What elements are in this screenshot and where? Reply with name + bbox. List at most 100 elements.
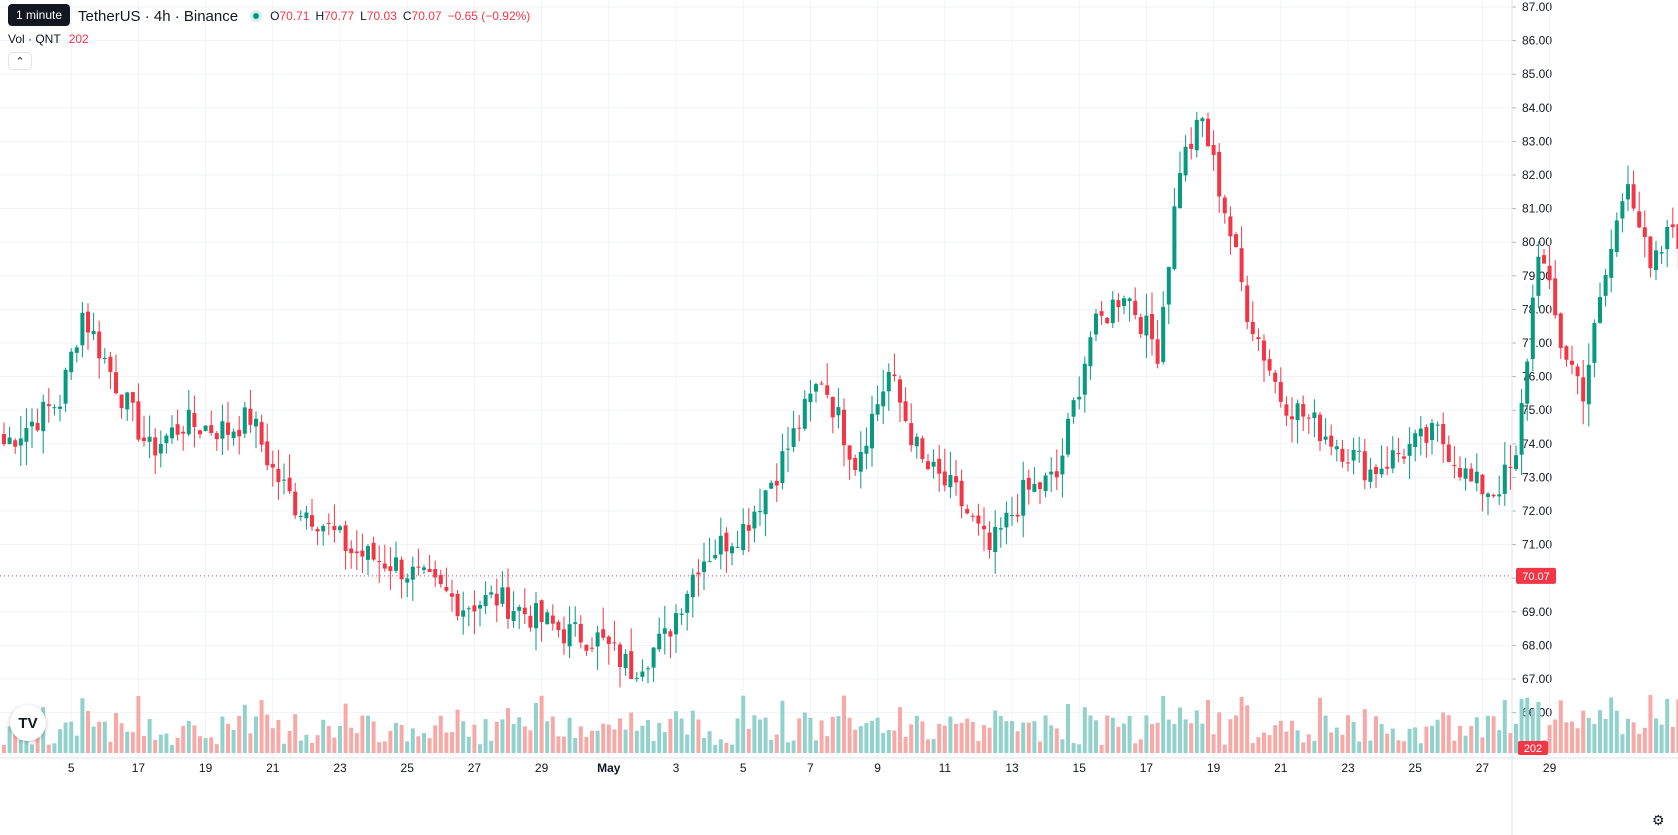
candle-body[interactable] [870,413,874,449]
candle-body[interactable] [1066,418,1070,455]
candle-body[interactable] [1558,313,1563,349]
candle-body[interactable] [976,515,981,524]
candle-body[interactable] [651,647,656,668]
candle-body[interactable] [1200,118,1205,122]
candle-body[interactable] [1301,404,1306,417]
candle-body[interactable] [153,437,158,456]
candle-body[interactable] [931,461,936,467]
candle-body[interactable] [1122,298,1126,307]
candle-body[interactable] [1514,455,1518,470]
candle-body[interactable] [461,610,466,617]
candle-body[interactable] [528,615,533,628]
candle-body[interactable] [679,613,684,615]
candle-body[interactable] [142,437,146,442]
candle-body[interactable] [315,529,320,532]
candle-body[interactable] [136,401,141,440]
candle-body[interactable] [534,603,538,629]
candle-body[interactable] [108,356,113,372]
candle-body[interactable] [746,524,751,531]
candle-body[interactable] [858,451,863,472]
candle-body[interactable] [304,512,309,519]
candle-body[interactable] [1032,483,1037,492]
candle-body[interactable] [1626,184,1630,200]
candle-body[interactable] [1424,427,1429,443]
candle-body[interactable] [601,629,606,638]
candle-body[interactable] [1670,224,1675,228]
candle-body[interactable] [1043,475,1048,491]
candle-body[interactable] [1497,494,1502,497]
candle-body[interactable] [1430,423,1434,441]
candle-body[interactable] [802,398,807,429]
candle-body[interactable] [1239,248,1244,283]
candle-body[interactable] [242,407,247,434]
candle-body[interactable] [1407,443,1412,456]
candle-body[interactable] [125,392,130,410]
candle-body[interactable] [1379,468,1384,475]
candle-body[interactable] [814,384,818,392]
candle-body[interactable] [1178,172,1182,209]
candle-body[interactable] [1542,255,1546,264]
candle-body[interactable] [1262,340,1266,361]
candle-body[interactable] [942,471,947,486]
candle-body[interactable] [399,559,404,580]
candle-body[interactable] [674,613,678,635]
candle-body[interactable] [1183,146,1188,176]
candle-body[interactable] [46,404,51,407]
candle-body[interactable] [1295,403,1300,421]
candle-body[interactable] [310,515,314,527]
candle-body[interactable] [898,379,902,403]
candle-body[interactable] [662,628,667,634]
candle-body[interactable] [1547,265,1552,281]
candle-body[interactable] [573,622,578,624]
candle-body[interactable] [349,548,354,554]
candle-body[interactable] [114,372,118,394]
candle-body[interactable] [287,477,292,492]
candle-body[interactable] [377,561,382,563]
candle-body[interactable] [1256,337,1261,339]
candle-body[interactable] [422,567,426,570]
candle-body[interactable] [886,372,891,392]
candle-body[interactable] [1351,449,1356,461]
candle-body[interactable] [562,629,566,644]
candle-body[interactable] [433,569,438,578]
candle-body[interactable] [13,440,18,447]
candle-body[interactable] [1060,455,1065,475]
candle-body[interactable] [1194,119,1199,151]
candle-body[interactable] [1480,474,1485,495]
candle-body[interactable] [1564,346,1569,360]
candle-body[interactable] [1519,403,1524,455]
candle-body[interactable] [1245,285,1250,322]
candle-body[interactable] [965,508,970,514]
candle-body[interactable] [926,461,930,470]
candle-body[interactable] [24,428,29,442]
candle-body[interactable] [780,451,785,483]
symbol-title[interactable]: TetherUS · 4h · Binance [78,7,239,25]
candle-body[interactable] [58,406,62,409]
candle-body[interactable] [853,457,858,471]
candle-body[interactable] [394,557,398,571]
candle-body[interactable] [1105,317,1110,324]
candle-body[interactable] [1116,300,1121,308]
candle-body[interactable] [1049,471,1054,475]
candle-body[interactable] [1368,469,1373,482]
candle-body[interactable] [752,511,757,529]
candle-body[interactable] [1138,317,1143,334]
candle-body[interactable] [354,551,359,554]
candle-body[interactable] [1654,250,1658,271]
candle-body[interactable] [332,525,337,531]
candle-body[interactable] [80,312,85,346]
candle-body[interactable] [668,631,673,637]
candle-body[interactable] [74,347,79,353]
candle-body[interactable] [1273,372,1278,382]
candle-body[interactable] [293,491,298,516]
candle-body[interactable] [618,644,622,668]
candle-body[interactable] [170,427,174,439]
candle-body[interactable] [181,431,186,434]
candle-body[interactable] [590,647,594,649]
candle-body[interactable] [1278,381,1283,402]
candle-body[interactable] [254,418,258,427]
candle-body[interactable] [640,671,645,677]
candle-body[interactable] [1491,494,1496,497]
candle-body[interactable] [578,623,583,643]
candle-body[interactable] [52,407,57,409]
